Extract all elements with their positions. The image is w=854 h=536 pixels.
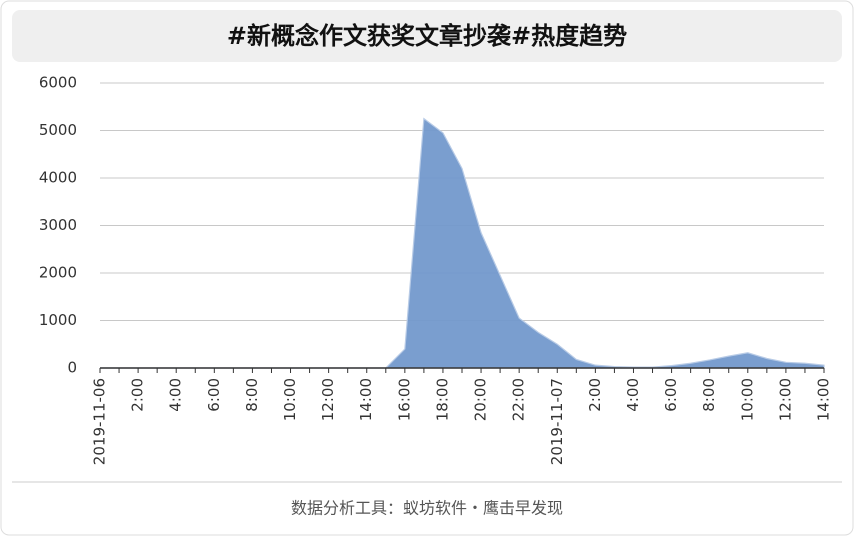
x-tick-label: 4:00: [624, 378, 642, 412]
x-tick-label: 6:00: [662, 378, 680, 412]
x-tick-label: 22:00: [510, 378, 528, 421]
x-tick-label: 2:00: [129, 378, 147, 412]
x-tick-label: 10:00: [281, 378, 299, 421]
x-tick-label: 18:00: [433, 378, 451, 421]
x-tick-label: 4:00: [167, 378, 185, 412]
y-tick-label: 4000: [39, 169, 77, 187]
x-tick-label: 2:00: [586, 378, 604, 412]
x-tick-label: 8:00: [243, 378, 261, 412]
y-tick-label: 0: [67, 359, 77, 377]
x-tick-label: 16:00: [395, 378, 413, 421]
y-tick-label: 1000: [39, 311, 77, 329]
x-tick-label: 12:00: [776, 378, 794, 421]
chart-title: #新概念作文获奖文章抄袭#热度趋势: [227, 22, 627, 50]
x-tick-label: 12:00: [319, 378, 337, 421]
y-tick-label: 3000: [39, 216, 77, 234]
footer: 数据分析工具：蚁坊软件・鹰击早发现: [291, 499, 563, 518]
x-tick-label: 10:00: [738, 378, 756, 421]
y-tick-label: 2000: [39, 264, 77, 282]
y-tick-label: 5000: [39, 121, 77, 139]
x-tick-label: 6:00: [205, 378, 223, 412]
x-tick-label: 2019-11-06: [91, 378, 109, 465]
x-tick-label: 14:00: [815, 378, 833, 421]
title-box: [12, 10, 842, 62]
y-tick-label: 6000: [39, 74, 77, 92]
x-tick-label: 14:00: [357, 378, 375, 421]
x-tick-label: 20:00: [472, 378, 490, 421]
x-tick-label: 2019-11-07: [548, 378, 566, 465]
x-tick-label: 8:00: [700, 378, 718, 412]
